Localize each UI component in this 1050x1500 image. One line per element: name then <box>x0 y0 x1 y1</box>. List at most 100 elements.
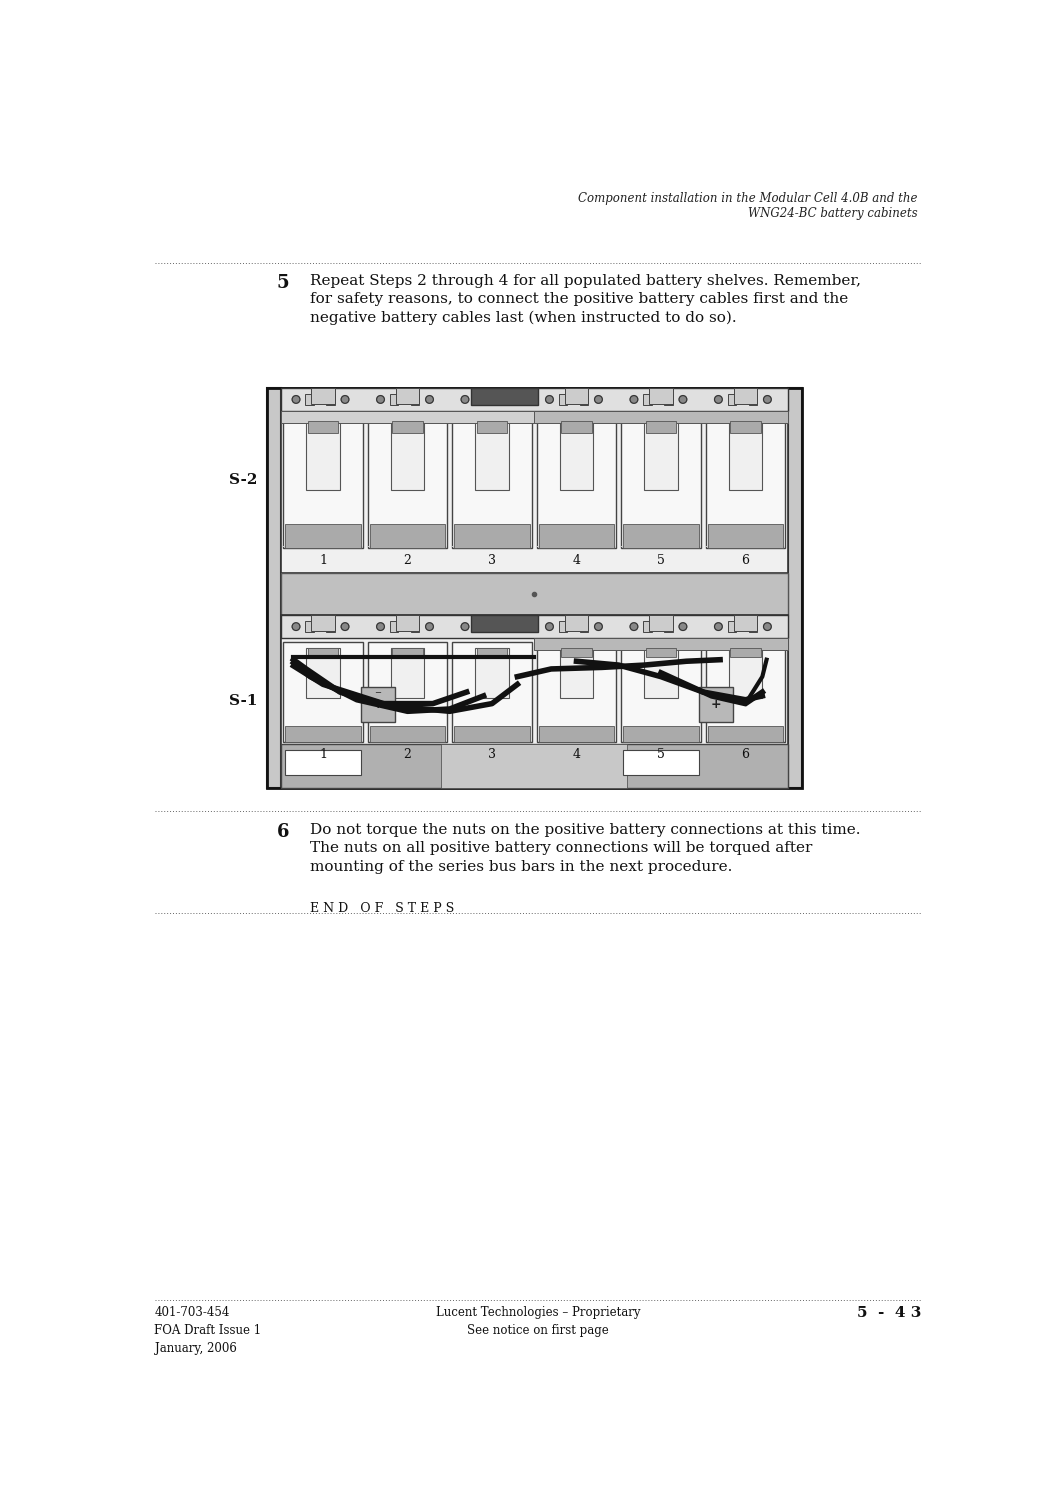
Bar <box>368 546 447 548</box>
Circle shape <box>630 622 637 630</box>
Circle shape <box>461 622 469 630</box>
Circle shape <box>763 396 772 404</box>
Circle shape <box>546 622 553 630</box>
Bar <box>580 394 588 405</box>
Bar <box>534 411 788 423</box>
Bar <box>477 422 507 434</box>
Bar <box>455 524 529 548</box>
Bar <box>623 750 699 776</box>
Bar <box>706 416 785 548</box>
Text: +: + <box>711 698 721 711</box>
Bar <box>307 422 340 490</box>
Text: 4: 4 <box>572 748 581 760</box>
Bar <box>280 615 788 789</box>
Circle shape <box>546 396 553 404</box>
Bar <box>621 642 701 742</box>
Bar <box>411 394 419 405</box>
Bar <box>561 648 592 657</box>
Bar <box>393 648 423 657</box>
Bar <box>327 394 335 405</box>
Circle shape <box>594 622 603 630</box>
Bar <box>537 546 616 548</box>
Bar <box>390 621 398 632</box>
Text: E N D   O F   S T E P S: E N D O F S T E P S <box>310 903 454 915</box>
Circle shape <box>510 622 518 630</box>
Bar <box>455 726 529 742</box>
Bar <box>561 422 592 434</box>
Bar <box>706 546 785 548</box>
Bar <box>644 621 652 632</box>
Bar <box>706 642 785 742</box>
Bar <box>286 726 360 742</box>
Bar <box>649 388 673 404</box>
Bar <box>539 726 614 742</box>
Bar <box>665 394 673 405</box>
Bar <box>477 648 507 657</box>
Bar <box>470 388 539 405</box>
Circle shape <box>425 622 434 630</box>
Circle shape <box>292 622 300 630</box>
Bar <box>565 615 588 632</box>
Bar <box>496 621 504 632</box>
Bar <box>665 621 673 632</box>
Bar <box>267 388 801 789</box>
Circle shape <box>341 396 349 404</box>
Text: +: + <box>373 698 383 711</box>
Bar <box>708 524 783 548</box>
Bar <box>368 642 447 742</box>
Bar <box>475 621 483 632</box>
Text: 2: 2 <box>403 554 412 567</box>
Bar <box>475 648 509 698</box>
Bar <box>396 615 419 632</box>
Circle shape <box>377 622 384 630</box>
Bar <box>646 648 676 657</box>
Bar <box>453 642 532 742</box>
Bar <box>708 726 783 742</box>
Text: 6: 6 <box>741 554 750 567</box>
Circle shape <box>679 622 687 630</box>
Bar <box>644 648 678 698</box>
Circle shape <box>679 396 687 404</box>
Text: 3: 3 <box>488 554 496 567</box>
Bar <box>390 394 398 405</box>
Bar <box>729 422 762 490</box>
Bar <box>534 638 788 650</box>
Text: 3: 3 <box>488 748 496 760</box>
Bar <box>284 416 363 548</box>
Bar <box>370 726 445 742</box>
Text: Lucent Technologies – Proprietary
See notice on first page: Lucent Technologies – Proprietary See no… <box>436 1305 640 1336</box>
Text: 401-703-454
FOA Draft Issue 1
January, 2006: 401-703-454 FOA Draft Issue 1 January, 2… <box>154 1305 261 1354</box>
Bar <box>699 687 733 722</box>
Circle shape <box>763 622 772 630</box>
Bar <box>308 648 338 657</box>
Bar <box>788 388 801 789</box>
Bar <box>646 422 676 434</box>
Text: 5  -  4 3: 5 - 4 3 <box>858 1305 922 1320</box>
Bar <box>370 524 445 548</box>
Circle shape <box>341 622 349 630</box>
Text: 6: 6 <box>741 748 750 760</box>
Bar <box>624 524 698 548</box>
Bar <box>729 648 762 698</box>
Bar <box>559 621 567 632</box>
Bar <box>475 394 483 405</box>
Text: 5: 5 <box>657 748 665 760</box>
Text: 6: 6 <box>277 824 290 842</box>
Text: S-1: S-1 <box>229 694 257 708</box>
Circle shape <box>292 396 300 404</box>
Bar <box>306 621 314 632</box>
Circle shape <box>425 396 434 404</box>
Bar <box>393 422 423 434</box>
Circle shape <box>377 396 384 404</box>
Bar <box>280 615 788 638</box>
Bar <box>580 621 588 632</box>
Text: 1: 1 <box>319 748 327 760</box>
Bar <box>308 422 338 434</box>
Text: 5: 5 <box>657 554 665 567</box>
Bar <box>734 388 757 404</box>
Bar <box>284 642 363 742</box>
Bar <box>368 416 447 548</box>
Bar <box>539 524 614 548</box>
Bar <box>734 615 757 632</box>
Bar <box>327 621 335 632</box>
